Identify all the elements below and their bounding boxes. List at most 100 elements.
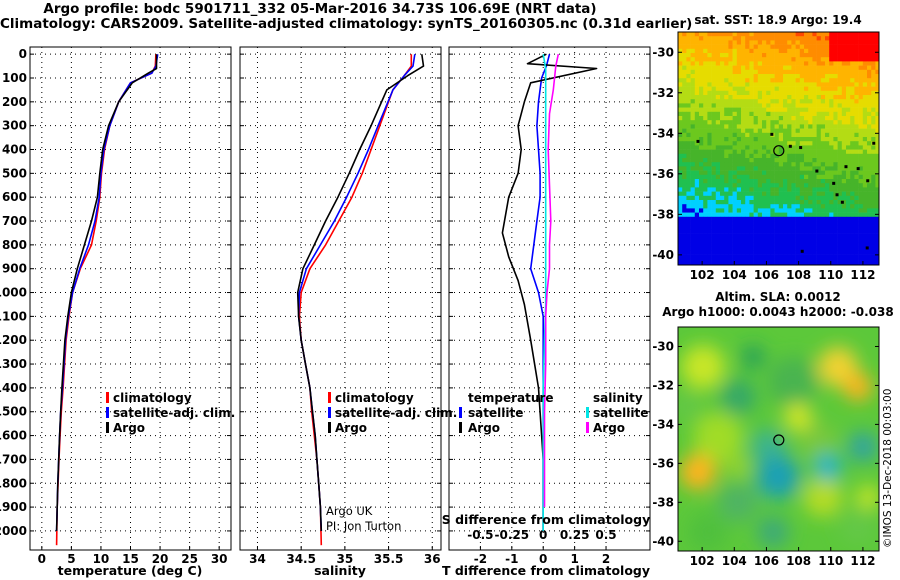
sst-cell <box>749 120 754 125</box>
sst-cell <box>787 86 792 92</box>
sst-cell <box>875 137 879 142</box>
sst-cell <box>837 183 843 188</box>
sst-cell <box>867 170 872 176</box>
sst-cell <box>862 48 868 54</box>
sst-cell <box>846 40 851 45</box>
x-tick-label: 34 <box>249 552 266 566</box>
sst-cell <box>837 221 843 226</box>
sst-cell <box>694 90 700 96</box>
sst-cell <box>816 258 822 264</box>
sst-cell <box>690 120 696 125</box>
sst-cell <box>816 36 822 41</box>
sst-cell <box>829 263 834 265</box>
sst-cell <box>766 166 771 171</box>
sst-cell <box>867 216 872 222</box>
sst-cell <box>703 170 708 176</box>
sst-cell <box>749 124 754 129</box>
sst-cell <box>741 32 746 37</box>
sst-cell <box>816 111 822 117</box>
sst-cell <box>808 166 813 171</box>
sst-cell <box>690 44 696 50</box>
lon-tick-label: 112 <box>850 554 875 568</box>
sst-cell <box>846 36 851 41</box>
salinity-axis-label: salinity <box>314 563 366 578</box>
sst-cell <box>875 237 879 243</box>
sst-cell <box>703 145 708 150</box>
sst-cell <box>749 170 754 176</box>
sst-cell <box>875 95 879 100</box>
sst-cell <box>825 229 830 234</box>
sst-cell <box>825 40 830 45</box>
sst-cell <box>711 107 717 113</box>
sst-cell <box>694 116 700 121</box>
x2-tick-label: -0.5 <box>467 528 493 542</box>
sst-cell <box>850 103 855 108</box>
sst-cell <box>854 263 859 265</box>
sst-cell <box>715 132 721 138</box>
x-tick-label: -1 <box>505 552 518 566</box>
sst-cell <box>753 82 759 87</box>
sst-cell <box>766 208 771 213</box>
sst-cell <box>703 48 708 54</box>
sst-cell <box>699 99 704 104</box>
sst-cell <box>816 116 822 121</box>
sst-cell <box>720 95 725 100</box>
sst-cell <box>820 137 826 142</box>
sst-cell <box>862 82 868 87</box>
sst-cell <box>703 258 708 264</box>
sst-cell <box>871 162 876 167</box>
sst-cell <box>799 187 805 192</box>
sst-cell <box>707 128 712 134</box>
sst-cell <box>728 183 733 188</box>
legend-label-temp-argo: Argo <box>468 421 500 435</box>
sst-cell <box>682 187 687 192</box>
sst-cell <box>707 103 712 108</box>
sst-cell <box>829 69 834 75</box>
sst-cell <box>795 90 801 96</box>
sst-cell <box>854 212 859 218</box>
sst-cell <box>804 57 809 62</box>
sst-cell <box>812 44 817 50</box>
sst-cell <box>728 162 733 167</box>
sst-cell <box>862 162 868 167</box>
sst-cell <box>774 82 780 87</box>
legend-label-argo: Argo <box>113 421 145 435</box>
sst-cell <box>694 48 700 54</box>
sst-cell <box>825 254 830 260</box>
sst-cell <box>745 174 750 180</box>
sst-cell <box>862 158 868 163</box>
sst-cell <box>732 57 738 62</box>
figure-title-line2: Climatology: CARS2009. Satellite-adjuste… <box>0 16 693 32</box>
sst-cell <box>749 200 754 205</box>
sst-cell <box>858 221 864 226</box>
sst-cell <box>699 69 704 75</box>
sst-cell <box>690 107 696 113</box>
sst-cell <box>728 158 733 163</box>
sst-cell <box>841 187 847 192</box>
sst-cell <box>778 195 784 201</box>
sst-cell <box>749 90 754 96</box>
sst-cell <box>770 32 775 37</box>
sst-cell <box>841 179 847 184</box>
sst-cell <box>808 162 813 167</box>
sst-cell <box>724 40 729 45</box>
sst-cell <box>736 200 742 205</box>
sst-cell <box>820 99 826 104</box>
sst-cell <box>694 250 700 255</box>
sst-cell <box>682 237 687 243</box>
sst-cell <box>690 53 696 58</box>
depth-tick-label: 1500 <box>0 405 27 419</box>
sst-cell <box>829 120 834 125</box>
difference-panel: -2 -1 0 1 2-0.5 -0.25 0 0.25 0.5 <box>448 46 651 566</box>
sst-cell <box>770 187 775 192</box>
sst-cell <box>783 179 788 184</box>
sst-cell <box>774 132 780 138</box>
sst-cell <box>804 246 809 251</box>
sst-cell <box>875 187 879 192</box>
sst-cell <box>783 69 788 75</box>
sst-cell <box>745 132 750 138</box>
sst-cell <box>720 61 725 66</box>
sst-cell <box>707 158 712 163</box>
sst-cell <box>745 221 750 226</box>
sst-cell <box>837 137 843 142</box>
